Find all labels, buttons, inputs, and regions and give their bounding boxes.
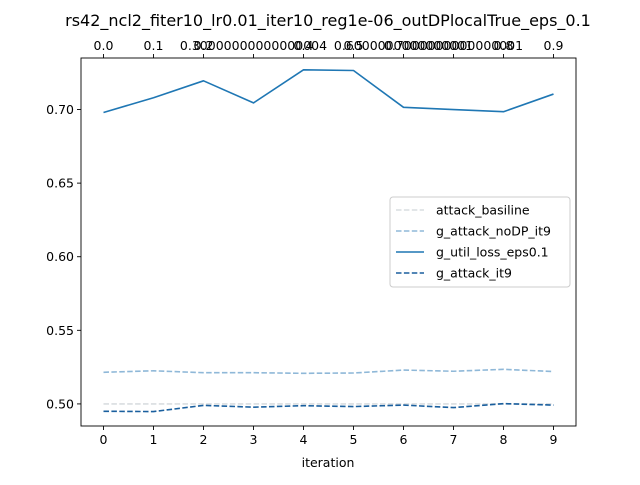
chart-title: rs42_ncl2_fiter10_lr0.01_iter10_reg1e-06… [65,11,591,31]
x-tick-label: 7 [450,432,458,447]
x-tick-label: 8 [500,432,508,447]
top-tick-label: 0.8 [494,38,514,53]
legend-label-1: g_attack_noDP_it9 [436,224,551,239]
series-line-2 [103,68,554,114]
y-tick-label: 0.55 [46,323,74,338]
series-line-3 [103,402,554,413]
top-tick-label: 0.30000000000000004 [180,38,327,53]
legend: attack_basiline g_attack_noDP_it9 g_util_l… [389,196,571,288]
top-tick-label: 0.5 [344,38,364,53]
series-line-1 [103,368,554,375]
plot-area [103,68,554,413]
axes: 0 1 2 3 4 5 6 7 8 90.0 0.1 0.20.300000000000000040.… [46,38,577,447]
x-tick-label: 6 [400,432,408,447]
top-tick-label: 0.7000000000000001 [384,38,523,53]
x-tick-label: 3 [250,432,258,447]
top-tick-label: 0.4 [294,38,314,53]
top-tick-label: 0.2 [194,38,214,53]
legend-label-2: g_util_loss_eps0.1 [436,245,549,260]
y-tick-label: 0.60 [46,249,74,264]
axes-frame [80,57,577,427]
y-tick-label: 0.70 [46,102,74,117]
x-axis-label: iteration [302,455,355,470]
legend-box [389,196,571,288]
legend-label-3: g_attack_it9 [436,266,512,281]
x-tick-label: 1 [150,432,158,447]
top-tick-label: 0.6000000000000001 [334,38,473,53]
top-tick-label: 0.9 [544,38,564,53]
x-tick-label: 0 [100,432,108,447]
y-tick-label: 0.65 [46,176,74,191]
x-tick-label: 4 [300,432,308,447]
legend-label-0: attack_basiline [436,203,530,218]
top-tick-label: 0.1 [144,38,164,53]
top-tick-label: 0.0 [94,38,114,53]
x-tick-label: 2 [200,432,208,447]
x-tick-label: 9 [550,432,558,447]
y-tick-label: 0.50 [46,396,74,411]
x-tick-label: 5 [350,432,358,447]
